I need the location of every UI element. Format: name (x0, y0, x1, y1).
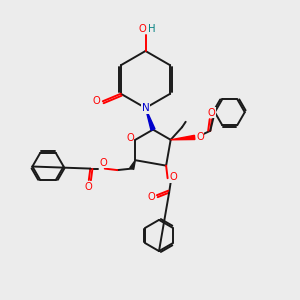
Text: O: O (99, 158, 107, 168)
Text: O: O (147, 191, 155, 202)
Text: O: O (126, 133, 134, 143)
Text: O: O (208, 108, 216, 118)
Text: O: O (92, 96, 100, 106)
Text: N: N (142, 103, 149, 113)
Text: H: H (148, 24, 156, 34)
Text: O: O (85, 182, 93, 192)
Text: O: O (170, 172, 178, 182)
Text: O: O (138, 24, 146, 34)
Polygon shape (146, 108, 155, 130)
Polygon shape (130, 160, 135, 170)
Polygon shape (171, 135, 195, 140)
Text: O: O (196, 132, 204, 142)
